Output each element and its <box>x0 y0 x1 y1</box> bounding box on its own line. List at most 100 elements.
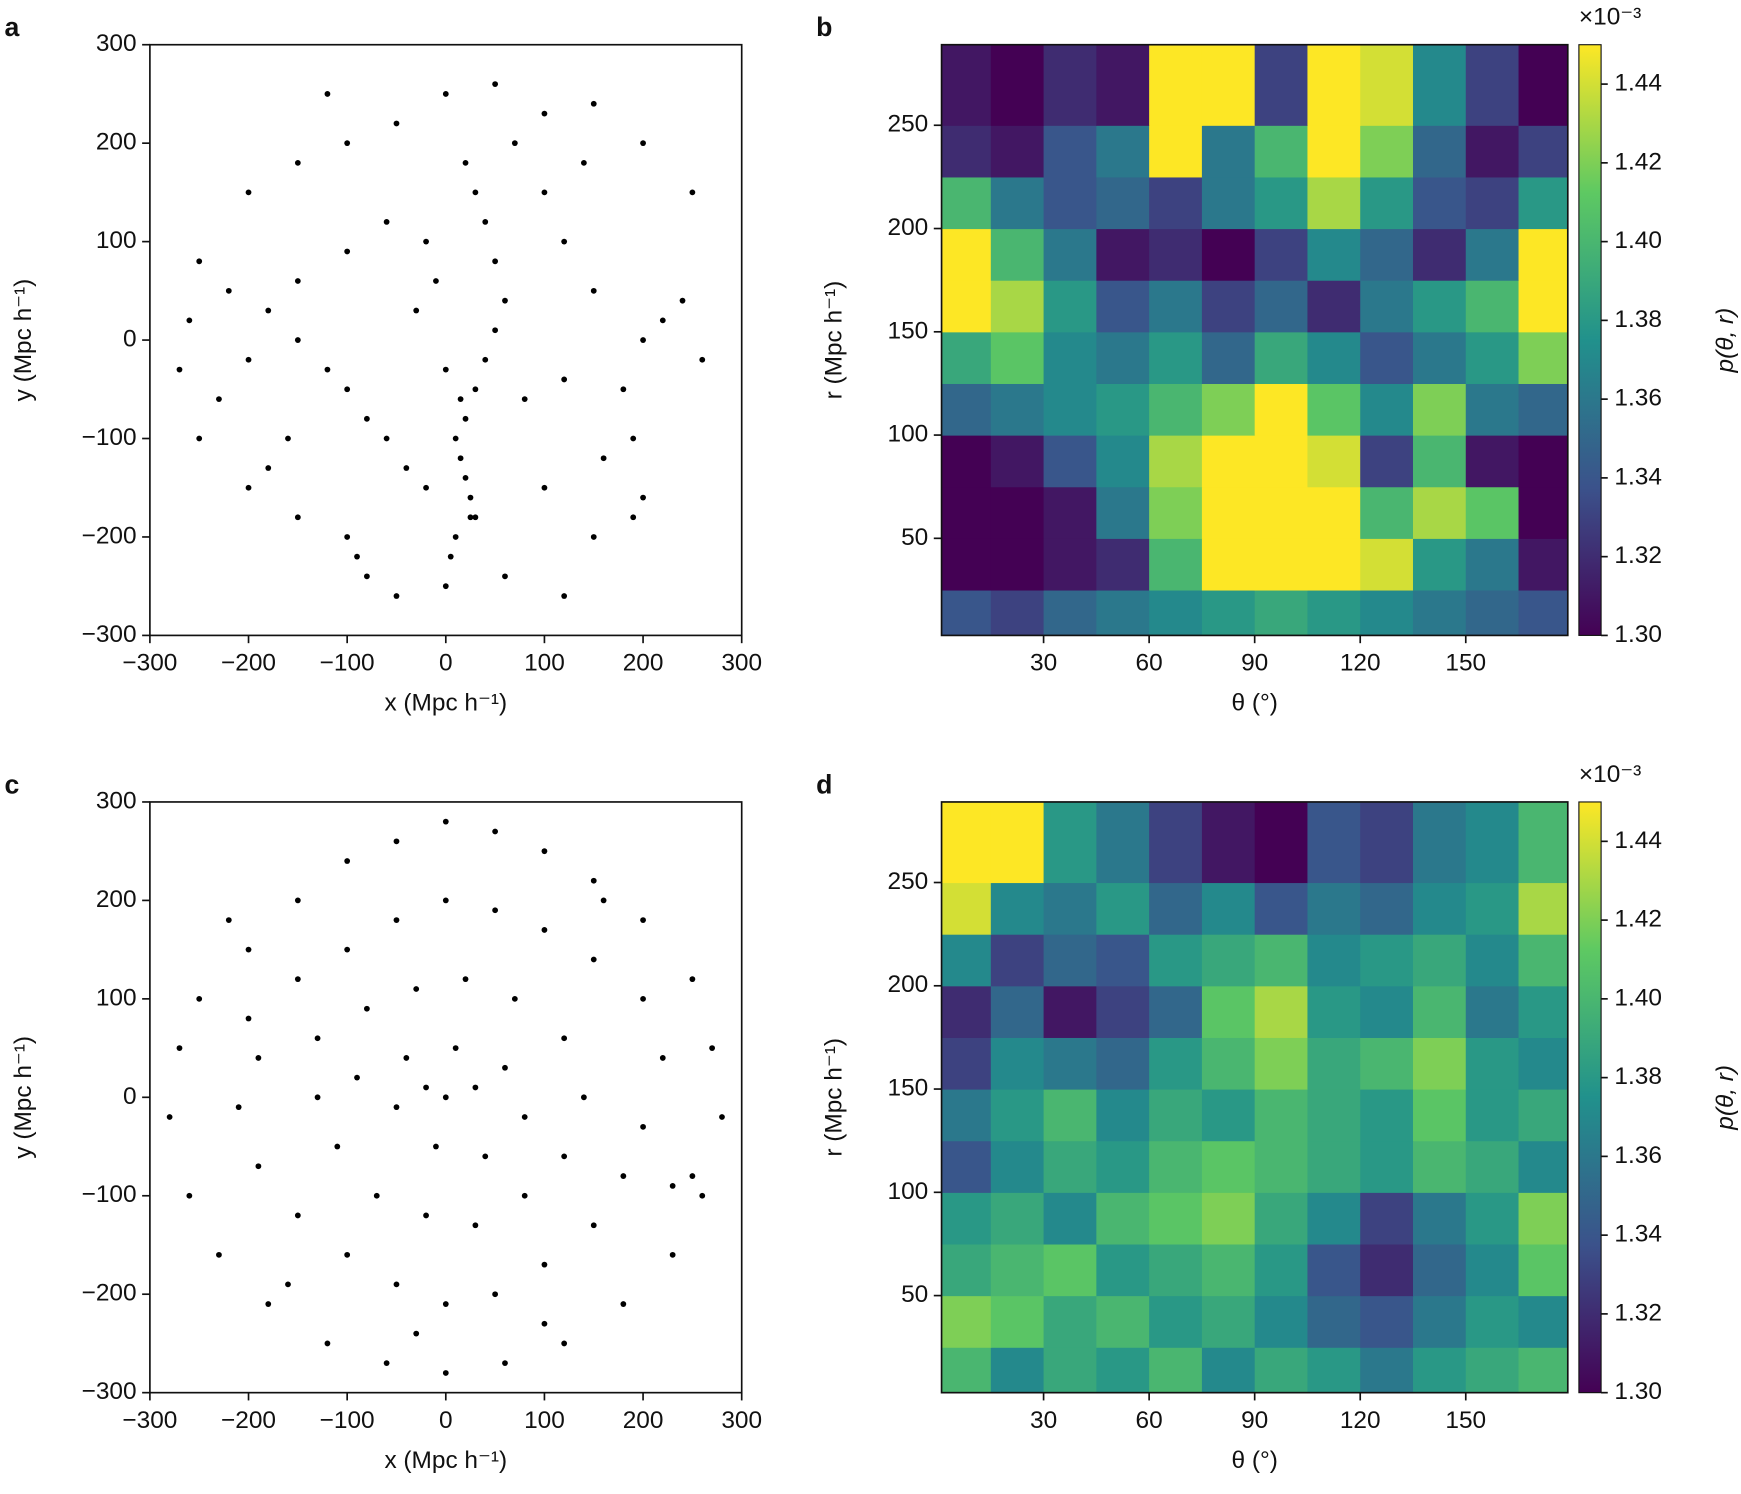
point <box>472 1084 479 1091</box>
heat-cell <box>1307 934 1361 987</box>
heat-cell <box>1360 1347 1414 1394</box>
point <box>462 159 469 166</box>
x-tick-label: 0 <box>439 650 453 677</box>
heat-cell <box>1149 1192 1203 1245</box>
heat-cell <box>1149 882 1203 935</box>
heat-cell <box>1412 1037 1467 1090</box>
heat-cell <box>990 280 1045 333</box>
panel-label: c <box>4 769 19 799</box>
point <box>659 1055 666 1061</box>
point <box>447 553 454 560</box>
colorbar-tick-label: 1.40 <box>1614 227 1662 254</box>
point <box>669 1251 676 1258</box>
heat-cell <box>941 985 992 1038</box>
heat-cell <box>990 44 1045 126</box>
x-axis-label: θ (°) <box>1231 690 1277 717</box>
point <box>541 484 548 491</box>
point <box>502 1064 508 1071</box>
heat-cell <box>1201 435 1256 488</box>
panel-label: a <box>4 12 19 42</box>
heat-cell <box>1360 1243 1414 1297</box>
heat-cell <box>990 331 1045 384</box>
point <box>561 593 568 599</box>
heat-cell <box>1412 538 1467 591</box>
heat-cell <box>1307 1347 1361 1394</box>
point <box>590 1222 597 1229</box>
point <box>630 435 637 442</box>
x-tick-label: −100 <box>320 1407 375 1434</box>
point <box>457 396 464 403</box>
y-tick-label: 0 <box>123 1083 137 1110</box>
point <box>196 435 203 442</box>
heat-cell <box>1254 228 1309 281</box>
heat-cell <box>1412 985 1467 1038</box>
colorbar-tick-label: 1.30 <box>1614 1378 1662 1405</box>
heat-cell <box>1307 435 1361 488</box>
point <box>344 1251 351 1258</box>
y-axis-label: r (Mpc h⁻¹) <box>820 1038 847 1157</box>
y-axis-label: y (Mpc h⁻¹) <box>10 279 37 402</box>
panel-label: d <box>816 769 832 799</box>
point <box>265 465 272 471</box>
point <box>442 1370 449 1376</box>
heat-cell <box>1254 538 1309 591</box>
x-axis-label: x (Mpc h⁻¹) <box>384 690 507 717</box>
heat-cell <box>1043 1089 1097 1142</box>
heat-cell <box>1096 1295 1150 1348</box>
point <box>245 1015 252 1022</box>
heat-cell <box>1307 1140 1361 1193</box>
heat-cell <box>1465 589 1520 636</box>
point <box>600 455 607 462</box>
heat-cell <box>1518 985 1569 1038</box>
heat-cell <box>1149 1089 1203 1142</box>
heat-cell <box>1149 1243 1203 1297</box>
heat-cell <box>1149 1295 1203 1348</box>
heat-cell <box>1465 1089 1520 1142</box>
point <box>502 1360 508 1367</box>
heat-cell <box>1043 882 1097 935</box>
point <box>452 435 459 442</box>
point <box>541 110 548 117</box>
heat-cell <box>1465 1037 1520 1090</box>
y-tick-label: 200 <box>96 886 137 913</box>
point <box>492 828 499 835</box>
point <box>294 159 301 166</box>
point <box>225 287 232 294</box>
heat-cell <box>1201 1192 1256 1245</box>
heat-cell <box>990 882 1045 935</box>
point <box>314 1035 321 1042</box>
heat-cell <box>1307 280 1361 333</box>
heat-cell <box>1096 801 1150 884</box>
y-tick-label: 150 <box>888 317 929 344</box>
y-tick-label: 50 <box>901 1281 928 1308</box>
point <box>393 1104 400 1111</box>
heat-cell <box>1043 228 1097 281</box>
heat-cell <box>1360 1037 1414 1090</box>
heat-cell <box>1307 331 1361 384</box>
heat-cell <box>1043 1243 1097 1297</box>
heat-cell <box>1043 44 1097 126</box>
point <box>462 475 469 481</box>
point <box>590 100 597 107</box>
point <box>324 1340 331 1347</box>
heat-cell <box>1096 176 1150 230</box>
heat-cell <box>1043 538 1097 591</box>
point <box>492 327 499 334</box>
y-tick-label: 250 <box>888 868 929 895</box>
point <box>285 1281 291 1288</box>
point <box>620 1173 627 1179</box>
heat-cell <box>1096 228 1150 281</box>
heat-cell <box>1149 934 1203 987</box>
point <box>492 907 499 914</box>
heat-cell <box>1096 1243 1150 1297</box>
heat-cell <box>1465 934 1520 987</box>
heat-cell <box>1360 1140 1414 1193</box>
x-tick-label: 300 <box>721 650 762 677</box>
point <box>344 534 351 540</box>
heat-cell <box>1149 985 1203 1038</box>
heat-cell <box>1465 176 1520 230</box>
heat-cell <box>1201 1295 1256 1348</box>
point <box>265 1301 272 1307</box>
point <box>403 1055 410 1061</box>
